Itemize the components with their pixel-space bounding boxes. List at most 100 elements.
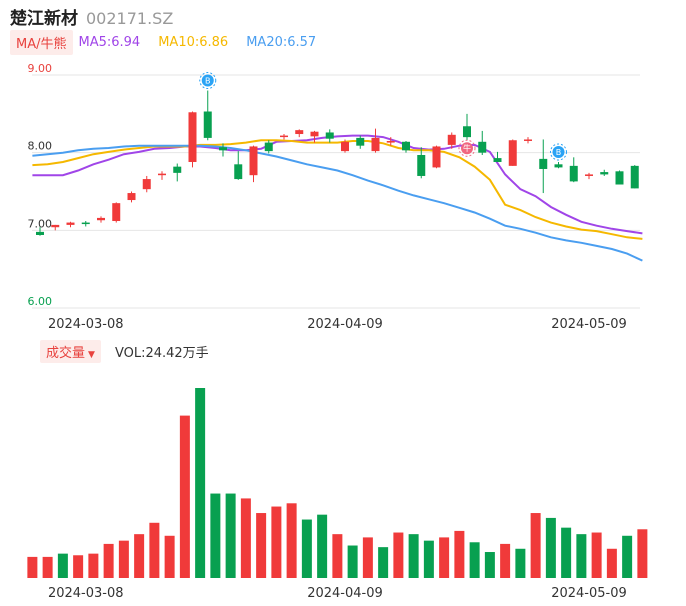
candle-body (127, 193, 136, 201)
price-chart: 9.00 8.00 7.00 6.00 2024-03-08 2024-04-09 2024… (28, 62, 643, 332)
volume-bar (195, 388, 206, 578)
volume-bar (637, 529, 648, 578)
candle (249, 145, 258, 183)
buy-badge-icon: B (550, 143, 567, 161)
candle-body (219, 147, 227, 151)
candle (463, 113, 471, 141)
candle (280, 134, 288, 140)
volume-bar (591, 532, 602, 578)
candle (615, 170, 624, 185)
volume-bar (332, 534, 343, 578)
candle (402, 141, 410, 153)
volume-bar (561, 527, 572, 578)
volume-bar (103, 543, 114, 578)
volume-bar (530, 513, 541, 578)
volume-bar (134, 534, 145, 578)
ma20-value: MA20:6.57 (246, 34, 317, 50)
buy-badge-icon: B (199, 72, 217, 90)
candle (371, 128, 380, 153)
candle-body (554, 164, 563, 168)
candle-body (36, 231, 44, 235)
marker-label: 牛 (463, 143, 471, 153)
volume-bar (515, 548, 526, 578)
x-tick-label: 2024-04-09 (307, 317, 383, 332)
volume-bar (576, 534, 587, 578)
x-tick-label: 2024-05-09 (551, 317, 627, 332)
candle (51, 224, 60, 231)
marker-label: B (556, 148, 562, 157)
candle (447, 132, 456, 149)
candle (508, 139, 517, 166)
y-tick-label: 9.00 (28, 62, 53, 75)
candle (158, 171, 166, 180)
candle (188, 111, 197, 168)
candle-body (97, 217, 105, 221)
volume-bar (240, 498, 251, 578)
candle (36, 227, 44, 236)
candle-body (386, 141, 395, 143)
candle-body (51, 224, 60, 228)
candle-body (341, 141, 349, 152)
bear-badge-icon: 牛 (458, 139, 476, 157)
volume-bar (73, 555, 84, 578)
volume-bar (179, 415, 190, 578)
candle-body (539, 158, 548, 169)
volume-bar (484, 552, 495, 578)
volume-bar (317, 514, 328, 578)
ma-indicator-button[interactable]: MA/牛熊 (10, 29, 73, 55)
candle-body (402, 141, 410, 151)
candle-body (569, 165, 578, 182)
candle-body (142, 179, 151, 190)
candle (97, 216, 105, 223)
candle-body (478, 141, 487, 153)
volume-bar (622, 535, 633, 578)
candle (234, 151, 243, 180)
stock-name: 楚江新材 (10, 9, 78, 29)
y-tick-label: 7.00 (28, 217, 53, 230)
candle (493, 151, 502, 162)
candle (386, 137, 395, 146)
candle (142, 175, 151, 193)
candle (127, 191, 136, 203)
x-tick-label: 2024-03-08 (48, 317, 124, 332)
candle (173, 163, 182, 182)
candle (524, 137, 532, 144)
volume-bar (500, 543, 511, 578)
candle-body (508, 140, 517, 166)
candle-body (524, 139, 532, 141)
candle (569, 157, 578, 183)
candle (630, 165, 639, 189)
candle (325, 129, 334, 143)
volume-bar (57, 553, 68, 578)
candle (341, 139, 349, 153)
candle-body (356, 137, 365, 146)
candle (112, 202, 121, 223)
x-tick-label: 2024-05-09 (551, 586, 627, 601)
candle-body (249, 146, 258, 176)
candle-body (630, 165, 639, 189)
volume-bar (118, 540, 129, 578)
candle-body (493, 158, 502, 162)
volume-bar (225, 493, 236, 578)
volume-bar (88, 553, 99, 578)
candle (585, 172, 593, 180)
stock-code: 002171.SZ (86, 9, 174, 28)
candle-body (295, 130, 304, 135)
volume-bar (362, 537, 373, 578)
volume-value: VOL:24.42万手 (114, 345, 209, 361)
volume-bar (27, 556, 38, 578)
candle-body (615, 171, 624, 185)
candle (478, 130, 487, 155)
candle-body (600, 172, 609, 175)
volume-bar (301, 519, 312, 578)
candle-body (81, 222, 90, 225)
candle-body (432, 146, 441, 168)
candle-body (310, 131, 319, 137)
volume-bar (149, 522, 160, 578)
candle-body (112, 203, 121, 222)
volume-legend: 成交量 ▼ VOL:24.42万手 (40, 339, 209, 363)
volume-bar (347, 545, 358, 578)
volume-indicator-button[interactable]: 成交量 ▼ (40, 339, 101, 363)
y-tick-label: 6.00 (28, 295, 53, 308)
candle (264, 140, 273, 154)
